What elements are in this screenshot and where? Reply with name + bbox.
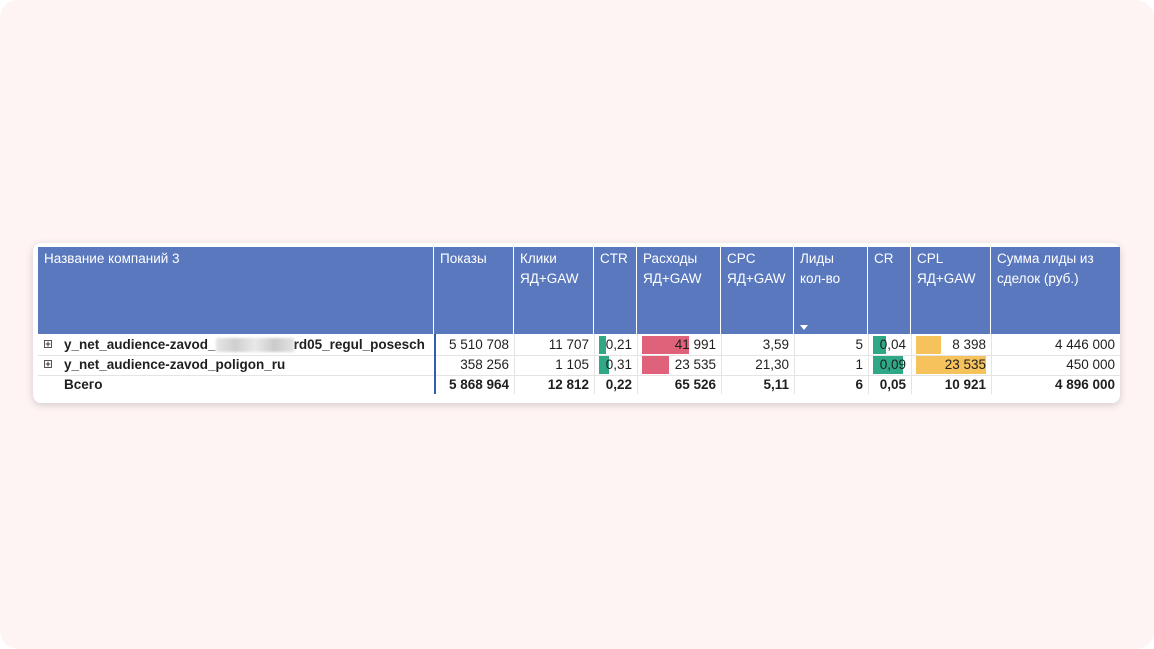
total-clicks: 12 812	[547, 377, 589, 392]
col-header-campaign[interactable]: Название компаний 3	[38, 247, 434, 334]
cost-value: 23 535	[674, 357, 716, 372]
col-header-label: CPC ЯД+GAW	[727, 251, 786, 286]
column-divider	[868, 334, 869, 394]
cpc-cell: 21,30	[755, 357, 789, 372]
column-divider	[911, 334, 912, 394]
column-divider	[514, 334, 515, 394]
cost-cell: 23 535	[637, 355, 721, 375]
col-header-label: Показы	[440, 251, 487, 266]
deal-sum-cell: 450 000	[1066, 357, 1115, 372]
cpl-bar	[916, 336, 941, 354]
cost-value: 41 991	[674, 337, 716, 352]
cr-bar	[873, 356, 903, 374]
column-divider	[637, 334, 638, 394]
cr-value: 0,09	[879, 357, 906, 372]
col-header-cpc[interactable]: CPC ЯД+GAW	[721, 247, 794, 334]
ctr-cell: 0,21	[594, 335, 637, 355]
col-header-label: Сумма лиды из сделок (руб.)	[997, 251, 1094, 286]
total-cr: 0,05	[879, 377, 906, 392]
total-row: Всего 5 868 964 12 812 0,22 65 526 5,11 …	[38, 375, 1120, 395]
col-header-label: Название компаний 3	[44, 251, 180, 266]
table-header: Название компаний 3 Показы Клики ЯД+GAW …	[38, 247, 1120, 334]
plus-square-icon[interactable]: +	[44, 359, 52, 369]
ctr-value: 0,21	[605, 337, 632, 352]
column-divider	[794, 334, 795, 394]
col-header-cpl[interactable]: CPL ЯД+GAW	[911, 247, 991, 334]
clicks-cell: 1 105	[555, 357, 589, 372]
col-header-leads[interactable]: Лиды кол-во	[794, 247, 868, 334]
column-divider	[991, 334, 992, 394]
cost-bar	[642, 336, 689, 354]
total-ctr: 0,22	[605, 377, 632, 392]
cr-value: 0,04	[879, 337, 906, 352]
cost-bar	[642, 356, 669, 374]
campaign-name-prefix: y_net_audience-zavod_	[64, 337, 216, 352]
cpl-value: 8 398	[952, 337, 986, 352]
clicks-cell: 11 707	[548, 337, 589, 352]
cpl-value: 23 535	[944, 357, 986, 372]
campaign-name-suffix: rd05_regul_posesch	[293, 337, 425, 352]
redacted-blur	[215, 338, 294, 353]
leads-cell: 5	[855, 337, 863, 352]
col-header-label: Лиды кол-во	[800, 251, 841, 286]
col-header-clicks[interactable]: Клики ЯД+GAW	[514, 247, 594, 334]
cpl-cell: 23 535	[911, 355, 991, 375]
col-header-label: Клики ЯД+GAW	[520, 251, 579, 286]
col-header-impressions[interactable]: Показы	[434, 247, 514, 334]
impressions-cell: 358 256	[460, 357, 509, 372]
total-leads: 6	[855, 377, 863, 392]
col-header-label: Расходы ЯД+GAW	[643, 251, 702, 286]
col-header-ctr[interactable]: CTR	[594, 247, 637, 334]
cr-cell: 0,09	[868, 355, 911, 375]
cpl-bar	[916, 356, 986, 374]
total-cpl: 10 921	[944, 377, 986, 392]
col-header-label: CR	[874, 251, 894, 266]
cost-cell: 41 991	[637, 335, 721, 355]
col-header-cr[interactable]: CR	[868, 247, 911, 334]
row-divider	[38, 375, 1120, 376]
deal-sum-cell: 4 446 000	[1054, 337, 1115, 352]
total-label: Всего	[64, 377, 103, 392]
ctr-cell: 0,31	[594, 355, 637, 375]
leads-cell: 1	[855, 357, 863, 372]
column-divider	[594, 334, 595, 394]
total-impressions: 5 868 964	[448, 377, 509, 392]
impressions-cell: 5 510 708	[448, 337, 509, 352]
col-header-deal-sum[interactable]: Сумма лиды из сделок (руб.)	[991, 247, 1120, 334]
sort-down-icon[interactable]	[800, 325, 808, 330]
table-row[interactable]: + y_net_audience-zavod_ rd05_regul_posesc…	[38, 335, 1120, 355]
cpc-cell: 3,59	[762, 337, 789, 352]
total-cost: 65 526	[674, 377, 716, 392]
plus-square-icon[interactable]: +	[44, 339, 52, 349]
column-divider	[721, 334, 722, 394]
column-focus-line	[434, 334, 436, 394]
cr-cell: 0,04	[868, 335, 911, 355]
campaign-name: + y_net_audience-zavod_poligon_ru	[38, 355, 434, 375]
col-header-cost[interactable]: Расходы ЯД+GAW	[637, 247, 721, 334]
ctr-bar	[599, 356, 609, 374]
col-header-label: CPL ЯД+GAW	[917, 251, 976, 286]
campaign-name: + y_net_audience-zavod_ rd05_regul_posesc…	[38, 335, 434, 355]
cpl-cell: 8 398	[911, 335, 991, 355]
table-row[interactable]: + y_net_audience-zavod_poligon_ru 358 25…	[38, 355, 1120, 375]
ctr-bar	[599, 336, 606, 354]
row-divider	[38, 355, 1120, 356]
total-deal-sum: 4 896 000	[1054, 377, 1115, 392]
ctr-value: 0,31	[605, 357, 632, 372]
total-cpc: 5,11	[763, 377, 789, 392]
cr-bar	[873, 336, 886, 354]
col-header-label: CTR	[600, 251, 628, 266]
campaign-name-prefix: y_net_audience-zavod_poligon_ru	[64, 357, 286, 372]
